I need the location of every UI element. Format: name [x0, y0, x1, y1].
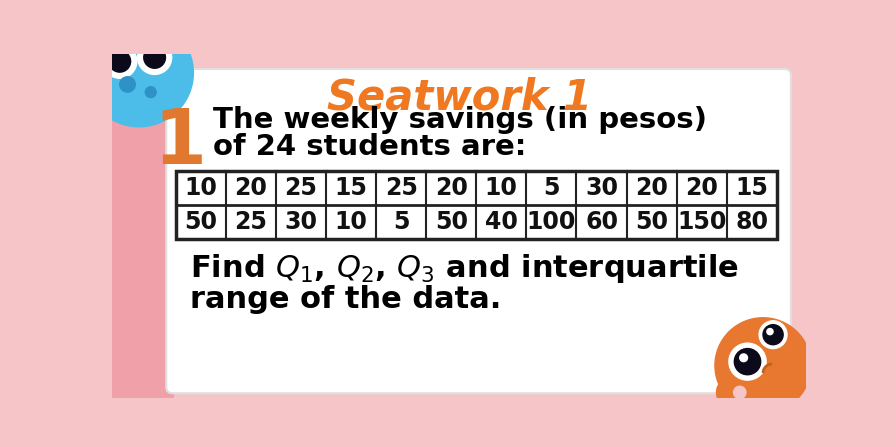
Text: 30: 30 — [585, 177, 618, 200]
Circle shape — [715, 318, 811, 413]
Text: 15: 15 — [334, 177, 367, 200]
Circle shape — [85, 19, 194, 127]
Text: 100: 100 — [527, 210, 576, 234]
Text: 10: 10 — [485, 177, 518, 200]
Text: 20: 20 — [435, 177, 468, 200]
Text: 40: 40 — [485, 210, 518, 234]
Circle shape — [120, 77, 135, 92]
Text: 25: 25 — [284, 177, 317, 200]
Text: 1: 1 — [154, 106, 207, 180]
Text: The weekly savings (in pesos): The weekly savings (in pesos) — [212, 106, 707, 134]
Circle shape — [759, 321, 787, 349]
Text: 60: 60 — [585, 210, 618, 234]
FancyBboxPatch shape — [167, 69, 791, 393]
Circle shape — [767, 329, 773, 335]
Circle shape — [740, 354, 747, 362]
Text: 80: 80 — [736, 210, 769, 234]
Text: 150: 150 — [677, 210, 727, 234]
Circle shape — [763, 325, 783, 345]
Circle shape — [138, 41, 172, 75]
Text: 5: 5 — [543, 177, 560, 200]
Text: Seatwork 1: Seatwork 1 — [327, 77, 591, 119]
Text: Find $\it{Q}_1$, $\it{Q}_2$, $\it{Q}_3$ and interquartile: Find $\it{Q}_1$, $\it{Q}_2$, $\it{Q}_3$ … — [189, 252, 738, 285]
Text: 10: 10 — [334, 210, 367, 234]
Circle shape — [734, 386, 746, 399]
Text: 50: 50 — [184, 210, 217, 234]
Text: range of the data.: range of the data. — [189, 285, 501, 314]
Text: 20: 20 — [234, 177, 267, 200]
Text: 15: 15 — [736, 177, 769, 200]
Bar — [176, 172, 777, 239]
Text: 20: 20 — [685, 177, 719, 200]
Text: 50: 50 — [435, 210, 468, 234]
Text: 50: 50 — [635, 210, 668, 234]
Text: 25: 25 — [234, 210, 267, 234]
Circle shape — [103, 44, 137, 78]
Text: 25: 25 — [384, 177, 418, 200]
Circle shape — [729, 343, 766, 380]
Text: 20: 20 — [635, 177, 668, 200]
Circle shape — [717, 377, 747, 408]
Circle shape — [109, 51, 131, 72]
FancyBboxPatch shape — [112, 54, 174, 398]
Circle shape — [145, 87, 156, 97]
Text: of 24 students are:: of 24 students are: — [212, 133, 526, 161]
Circle shape — [735, 349, 761, 375]
Text: 30: 30 — [284, 210, 317, 234]
Circle shape — [143, 46, 166, 68]
Text: 10: 10 — [185, 177, 217, 200]
Text: 5: 5 — [392, 210, 409, 234]
